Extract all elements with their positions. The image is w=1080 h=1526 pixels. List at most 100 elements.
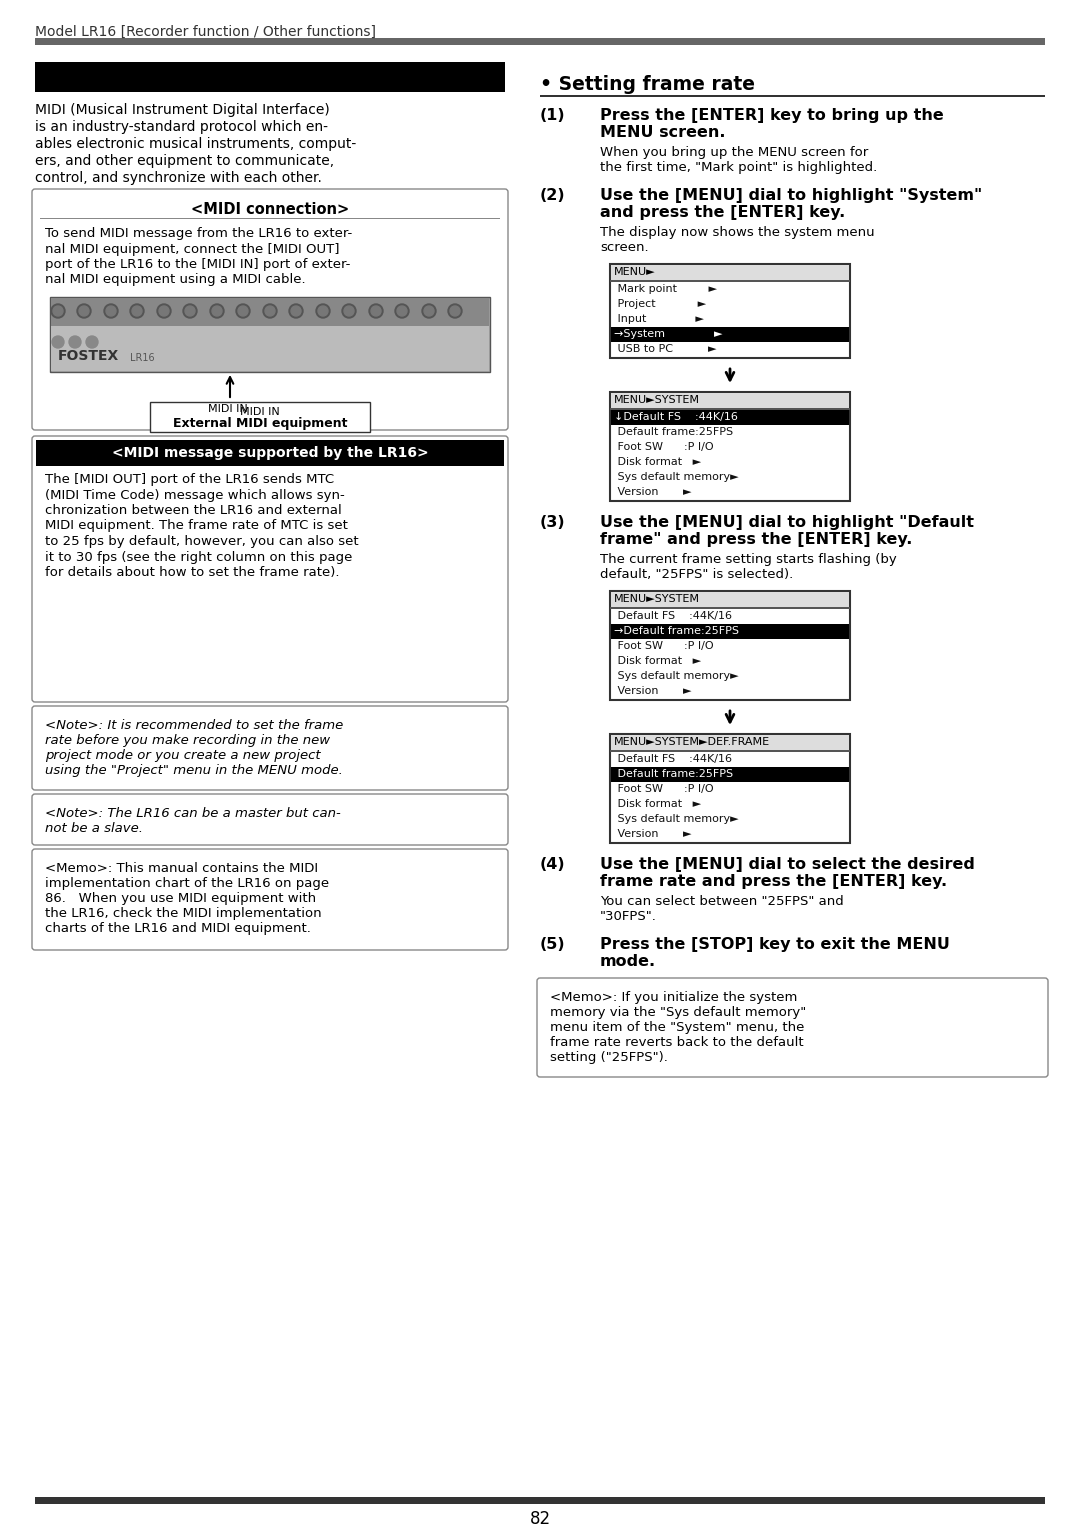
Text: is an industry-standard protocol which en-: is an industry-standard protocol which e…	[35, 121, 328, 134]
Bar	[611, 327, 849, 342]
Text: <MIDI connection>: <MIDI connection>	[191, 201, 349, 217]
Circle shape	[53, 307, 63, 316]
Circle shape	[369, 304, 383, 317]
Text: rate before you make recording in the new: rate before you make recording in the ne…	[45, 734, 330, 748]
Bar	[611, 410, 849, 426]
Circle shape	[237, 304, 249, 317]
Circle shape	[159, 307, 168, 316]
Text: Default frame:25FPS: Default frame:25FPS	[615, 427, 737, 436]
Circle shape	[183, 304, 197, 317]
Circle shape	[212, 307, 222, 316]
Bar	[611, 624, 849, 639]
Text: menu item of the "System" menu, the: menu item of the "System" menu, the	[550, 1021, 805, 1035]
Bar	[611, 592, 849, 607]
Text: using the "Project" menu in the MENU mode.: using the "Project" menu in the MENU mod…	[45, 765, 342, 777]
Circle shape	[130, 304, 144, 317]
Circle shape	[106, 307, 116, 316]
Text: control, and synchronize with each other.: control, and synchronize with each other…	[35, 171, 322, 185]
Text: Default FS    :44K/16: Default FS :44K/16	[615, 610, 732, 621]
Text: Disk format   ►: Disk format ►	[615, 456, 718, 467]
Bar	[610, 591, 850, 700]
Bar	[611, 736, 849, 749]
Text: <MIDI message supported by the LR16>: <MIDI message supported by the LR16>	[111, 446, 429, 459]
Text: 82: 82	[529, 1511, 551, 1526]
Circle shape	[395, 304, 409, 317]
Text: "30FPS".: "30FPS".	[600, 909, 657, 923]
Circle shape	[264, 304, 276, 317]
Text: the first time, "Mark point" is highlighted.: the first time, "Mark point" is highligh…	[600, 162, 877, 174]
Circle shape	[424, 307, 434, 316]
Text: MENU►SYSTEM►DEF.FRAME: MENU►SYSTEM►DEF.FRAME	[615, 737, 770, 748]
Text: Press the [STOP] key to exit the MENU: Press the [STOP] key to exit the MENU	[600, 937, 950, 952]
FancyBboxPatch shape	[537, 978, 1048, 1077]
Circle shape	[52, 336, 64, 348]
Text: Sys default memory►: Sys default memory►	[615, 813, 742, 824]
Text: Input              ►: Input ►	[615, 314, 704, 324]
Text: memory via the "Sys default memory": memory via the "Sys default memory"	[550, 1006, 807, 1019]
Bar	[35, 38, 1045, 44]
Text: MENU►: MENU►	[615, 267, 656, 278]
Text: (4): (4)	[540, 858, 566, 871]
Text: Use the [MENU] dial to highlight "Default: Use the [MENU] dial to highlight "Defaul…	[600, 514, 974, 530]
Text: setting ("25FPS").: setting ("25FPS").	[550, 1051, 667, 1064]
Text: Press the [ENTER] key to bring up the: Press the [ENTER] key to bring up the	[600, 108, 944, 124]
Text: Sys default memory►: Sys default memory►	[615, 472, 742, 482]
Bar	[51, 327, 489, 371]
Circle shape	[86, 336, 98, 348]
Text: ers, and other equipment to communicate,: ers, and other equipment to communicate,	[35, 154, 334, 168]
Text: frame rate reverts back to the default: frame rate reverts back to the default	[550, 1036, 804, 1048]
Text: ables electronic musical instruments, comput-: ables electronic musical instruments, co…	[35, 137, 356, 151]
Bar	[51, 298, 489, 327]
Text: nal MIDI equipment, connect the [MIDI OUT]: nal MIDI equipment, connect the [MIDI OU…	[45, 243, 339, 255]
Bar	[35, 63, 505, 92]
Circle shape	[450, 307, 460, 316]
Bar	[611, 768, 849, 781]
Circle shape	[132, 307, 141, 316]
Text: chronization between the LR16 and external: chronization between the LR16 and extern…	[45, 504, 341, 517]
Text: <Memo>: This manual contains the MIDI: <Memo>: This manual contains the MIDI	[45, 862, 319, 874]
FancyBboxPatch shape	[32, 707, 508, 790]
Circle shape	[289, 304, 303, 317]
Text: FOSTEX: FOSTEX	[58, 349, 119, 363]
Text: <Note>: The LR16 can be a master but can-: <Note>: The LR16 can be a master but can…	[45, 807, 341, 819]
Text: Project            ►: Project ►	[615, 299, 706, 308]
Text: default, "25FPS" is selected).: default, "25FPS" is selected).	[600, 568, 793, 581]
Text: MENU►SYSTEM: MENU►SYSTEM	[615, 395, 700, 404]
Text: ↓Default FS    :44K/16: ↓Default FS :44K/16	[615, 412, 738, 423]
Text: Disk format   ►: Disk format ►	[615, 656, 718, 665]
Circle shape	[79, 307, 89, 316]
Text: Disk format   ►: Disk format ►	[615, 800, 718, 809]
Text: implementation chart of the LR16 on page: implementation chart of the LR16 on page	[45, 877, 329, 890]
Text: Foot SW      :P I/O: Foot SW :P I/O	[615, 641, 717, 652]
Text: Version       ►: Version ►	[615, 829, 708, 839]
Circle shape	[69, 336, 81, 348]
Text: Foot SW      :P I/O: Foot SW :P I/O	[615, 443, 717, 452]
Text: project mode or you create a new project: project mode or you create a new project	[45, 749, 321, 761]
Circle shape	[265, 307, 275, 316]
Text: To send MIDI message from the LR16 to exter-: To send MIDI message from the LR16 to ex…	[45, 227, 352, 240]
Text: Model LR16 [Recorder function / Other functions]: Model LR16 [Recorder function / Other fu…	[35, 24, 376, 40]
Text: charts of the LR16 and MIDI equipment.: charts of the LR16 and MIDI equipment.	[45, 922, 311, 935]
Circle shape	[104, 304, 118, 317]
Text: (2): (2)	[540, 188, 566, 203]
Circle shape	[318, 307, 328, 316]
Circle shape	[448, 304, 462, 317]
Bar	[610, 734, 850, 842]
FancyBboxPatch shape	[32, 436, 508, 702]
Circle shape	[291, 307, 301, 316]
Text: Default frame:25FPS: Default frame:25FPS	[615, 769, 737, 778]
Text: (1): (1)	[540, 108, 566, 124]
Text: 86.   When you use MIDI equipment with: 86. When you use MIDI equipment with	[45, 893, 316, 905]
Circle shape	[422, 304, 436, 317]
FancyBboxPatch shape	[32, 848, 508, 951]
Bar	[611, 266, 849, 279]
Text: The current frame setting starts flashing (by: The current frame setting starts flashin…	[600, 552, 896, 566]
Text: <Note>: It is recommended to set the frame: <Note>: It is recommended to set the fra…	[45, 719, 343, 732]
Circle shape	[372, 307, 381, 316]
Text: for details about how to set the frame rate).: for details about how to set the frame r…	[45, 566, 339, 578]
Text: to 25 fps by default, however, you can also set: to 25 fps by default, however, you can a…	[45, 536, 359, 548]
Text: Version       ►: Version ►	[615, 487, 708, 497]
Bar	[36, 439, 504, 465]
Text: Foot SW      :P I/O: Foot SW :P I/O	[615, 784, 717, 794]
Text: The [MIDI OUT] port of the LR16 sends MTC: The [MIDI OUT] port of the LR16 sends MT…	[45, 473, 334, 485]
